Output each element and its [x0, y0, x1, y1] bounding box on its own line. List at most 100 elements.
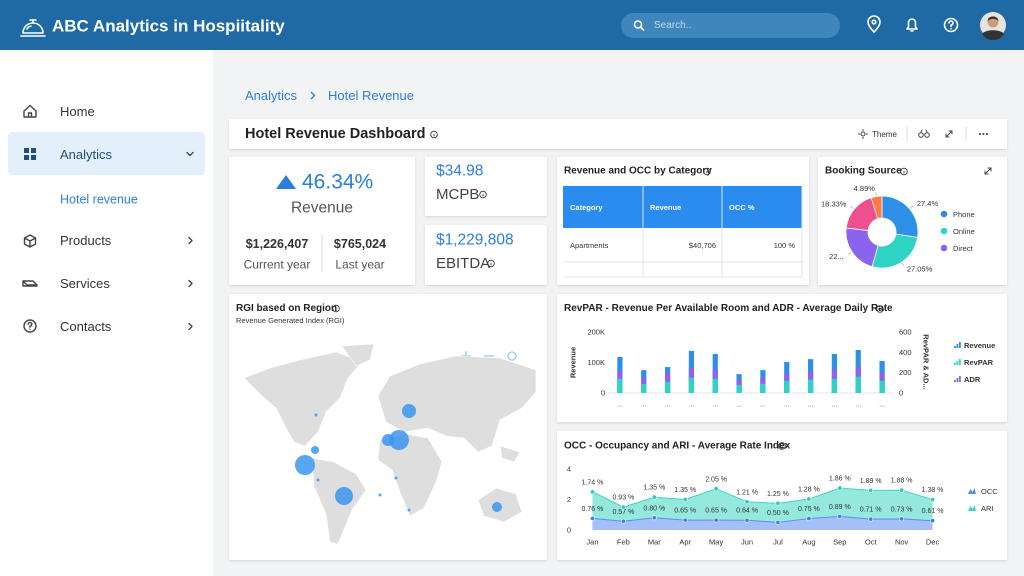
- search-box[interactable]: [621, 13, 840, 38]
- more-icon[interactable]: [979, 133, 988, 135]
- expand-icon[interactable]: [984, 167, 992, 175]
- theme-button[interactable]: Theme: [872, 130, 897, 139]
- legend-marker: [940, 227, 948, 235]
- data-point: [620, 518, 626, 524]
- x-tick-label: Jun: [741, 538, 753, 547]
- data-point: [868, 487, 874, 493]
- table-cell: 100 %: [774, 241, 796, 250]
- label-leader: [847, 252, 852, 255]
- nav-subitem[interactable]: Hotel revenue: [60, 193, 138, 207]
- data-label: 0.50 %: [767, 510, 789, 517]
- user-avatar[interactable]: [980, 12, 1006, 41]
- data-point: [651, 494, 657, 500]
- card-subtitle: Revenue Generated Index (RGI): [236, 316, 345, 325]
- label-leader: [875, 192, 877, 196]
- legend-label[interactable]: Revenue: [964, 341, 995, 350]
- legend-label[interactable]: Online: [953, 227, 975, 236]
- ebitda-card: [425, 225, 547, 285]
- data-label: 27.4%: [917, 199, 939, 208]
- chevron-right: [188, 322, 193, 331]
- x-tick-label: Nov: [895, 538, 909, 547]
- kpi-last-value: $765,024: [334, 237, 386, 251]
- y-tick-label: 100K: [587, 358, 605, 367]
- home-icon: [23, 104, 37, 118]
- bar: [807, 379, 814, 393]
- data-label: 1.86 %: [829, 476, 851, 483]
- info-icon: [487, 259, 495, 268]
- contacts-icon: [23, 319, 37, 333]
- pie-slice: [871, 233, 919, 269]
- x-tick-label: ...: [855, 402, 861, 409]
- bar: [664, 381, 671, 393]
- x-tick-label: ...: [712, 402, 718, 409]
- nav-item[interactable]: Services: [60, 276, 110, 291]
- legend-label[interactable]: ADR: [964, 375, 981, 384]
- y2-axis-label: RevPAR & AD...: [922, 334, 931, 389]
- legend-marker: [968, 488, 976, 494]
- legend-label[interactable]: Phone: [953, 210, 975, 219]
- pie-slice: [870, 195, 883, 220]
- y2-tick-label: 600: [899, 328, 912, 337]
- legend-label[interactable]: RevPAR: [964, 358, 994, 367]
- info-icon: [430, 130, 438, 139]
- data-label: 0.64 %: [736, 508, 758, 515]
- label-leader: [850, 206, 854, 209]
- bar: [879, 380, 885, 393]
- area-line: [592, 487, 933, 508]
- notification-icon[interactable]: [906, 18, 918, 32]
- y-tick-label: 200K: [587, 328, 605, 337]
- data-label: 1.28 %: [798, 487, 820, 494]
- chevron-right: [188, 236, 193, 245]
- help-icon[interactable]: [943, 17, 959, 33]
- nav-item[interactable]: Analytics: [60, 147, 113, 162]
- legend-label[interactable]: OCC: [981, 487, 998, 496]
- legend-label[interactable]: ARI: [981, 504, 994, 513]
- nav-item[interactable]: Contacts: [60, 319, 112, 334]
- breadcrumb-separator: [310, 91, 316, 100]
- y2-tick-label: 400: [899, 348, 912, 357]
- bar: [617, 378, 623, 393]
- data-label: 0.61 %: [922, 508, 944, 515]
- legend-marker: [959, 342, 961, 348]
- data-label: 0.76 %: [582, 506, 604, 513]
- bar: [831, 378, 838, 393]
- breadcrumb-link[interactable]: Analytics: [245, 88, 298, 103]
- data-label: 0.73 %: [891, 506, 913, 513]
- x-tick-label: Mar: [648, 538, 661, 547]
- nav-item[interactable]: Products: [60, 233, 112, 248]
- kpi-current-label: Current year: [244, 258, 311, 272]
- data-label: 1.88 %: [891, 478, 913, 485]
- products-icon: [23, 234, 37, 248]
- data-point: [651, 515, 657, 521]
- search-icon: [633, 20, 645, 31]
- data-label: 1.25 %: [767, 491, 789, 498]
- x-tick-label: ...: [760, 402, 766, 409]
- x-tick-label: ...: [831, 402, 837, 409]
- legend-marker: [956, 344, 959, 348]
- data-label: 27.05%: [907, 265, 933, 274]
- data-label: 18.33%: [821, 200, 847, 209]
- info-icon: [479, 190, 487, 199]
- data-label: 0.57 %: [612, 509, 634, 516]
- kpi-label: MCPB: [436, 186, 479, 203]
- area-fill: [592, 488, 933, 523]
- legend-label[interactable]: Direct: [953, 244, 974, 253]
- data-point: [713, 517, 719, 523]
- data-point: [806, 516, 812, 522]
- x-tick-label: ...: [641, 402, 647, 409]
- data-label: 4.89%: [854, 184, 876, 193]
- legend-marker: [940, 210, 948, 218]
- location-icon[interactable]: [867, 15, 881, 33]
- breadcrumb-current[interactable]: Hotel Revenue: [328, 88, 414, 103]
- data-label: 1.35 %: [643, 485, 665, 492]
- y-tick-label: 4: [567, 465, 571, 474]
- card-title: OCC - Occupancy and ARI - Average Rate I…: [564, 441, 791, 452]
- info-icon: [900, 167, 908, 176]
- preview-icon[interactable]: [918, 129, 930, 138]
- expand-icon[interactable]: [945, 130, 953, 138]
- x-tick-label: Sep: [833, 538, 846, 547]
- kpi-value: $1,229,808: [436, 232, 514, 249]
- nav-item[interactable]: Home: [60, 104, 95, 119]
- data-label: 1.74 %: [582, 479, 604, 486]
